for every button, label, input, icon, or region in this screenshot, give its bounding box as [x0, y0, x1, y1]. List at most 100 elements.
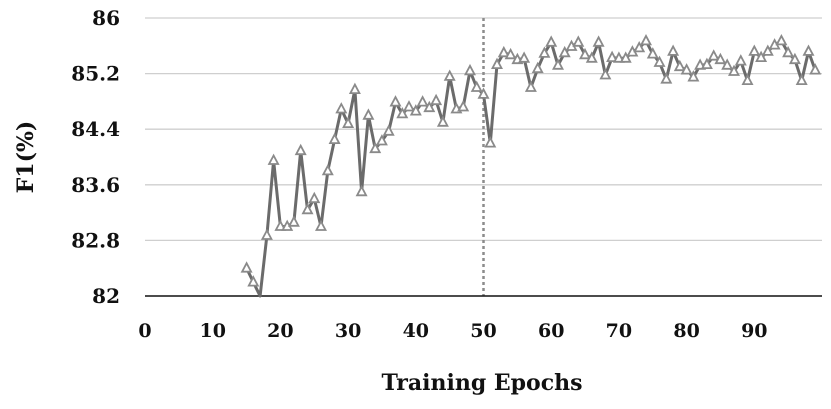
y-axis-label: F1(%)	[13, 121, 39, 194]
data-point	[497, 45, 510, 58]
data-point	[640, 33, 652, 46]
data-point	[274, 219, 287, 231]
data-point	[782, 45, 795, 58]
data-point	[680, 63, 693, 75]
data-point	[741, 73, 754, 85]
data-point	[592, 35, 605, 47]
data-point	[728, 64, 740, 76]
data-point	[321, 163, 334, 176]
data-point	[504, 47, 517, 60]
data-point	[518, 51, 531, 63]
data-point	[552, 58, 564, 70]
x-tick-label: 50	[470, 320, 496, 342]
data-point	[464, 63, 476, 76]
data-point	[653, 55, 666, 67]
data-point	[761, 44, 774, 56]
data-point	[579, 47, 591, 60]
data-point	[470, 80, 483, 92]
data-point	[687, 70, 700, 82]
data-point	[558, 45, 571, 58]
data-point	[524, 80, 537, 92]
data-point	[538, 46, 551, 58]
grid-lines	[145, 17, 822, 242]
data-point	[660, 72, 673, 84]
x-tick-label: 40	[403, 320, 429, 342]
x-tick-label: 80	[673, 320, 699, 342]
data-point	[802, 44, 815, 56]
series-line	[245, 39, 817, 298]
data-point	[308, 191, 321, 204]
data-point	[342, 116, 355, 128]
data-point	[328, 132, 341, 144]
data-point	[396, 106, 409, 119]
x-tick-label: 30	[335, 320, 361, 342]
data-point	[267, 153, 280, 165]
data-point	[240, 261, 253, 273]
data-point	[436, 115, 449, 127]
x-tick-label: 60	[538, 320, 564, 342]
data-point	[707, 49, 720, 61]
data-point	[755, 50, 768, 62]
data-point	[795, 73, 808, 85]
data-point	[430, 93, 443, 106]
data-point	[788, 52, 801, 65]
data-point	[294, 143, 307, 156]
data-point	[348, 82, 361, 94]
data-point	[572, 35, 585, 47]
data-point	[375, 134, 388, 146]
data-point	[423, 100, 436, 113]
data-point	[531, 61, 544, 74]
data-point	[409, 104, 422, 116]
data-point	[673, 59, 686, 72]
data-point	[355, 184, 368, 197]
data-point	[457, 100, 470, 112]
y-tick-label: 86	[92, 6, 120, 30]
data-point	[287, 215, 300, 227]
data-point	[721, 58, 734, 70]
data-point	[443, 69, 456, 81]
data-point	[714, 52, 727, 65]
data-point	[247, 275, 260, 287]
data-point	[612, 51, 625, 63]
data-point	[809, 63, 822, 75]
x-tick-labels: 0 10 20 30 40 50 60 70 80 90	[138, 320, 767, 342]
y-tick-label: 82.8	[71, 228, 120, 252]
data-point	[545, 35, 558, 47]
data-point	[301, 202, 314, 215]
data-point	[775, 33, 788, 46]
data-point	[734, 54, 747, 66]
x-tick-label: 90	[741, 320, 767, 342]
x-axis-label: Training Epochs	[382, 370, 583, 396]
x-tick-label: 70	[606, 320, 632, 342]
data-point	[585, 51, 598, 63]
data-point	[389, 95, 402, 107]
data-point	[315, 219, 327, 231]
data-point	[599, 68, 612, 80]
x-tick-label: 0	[138, 320, 151, 342]
data-point	[748, 44, 761, 56]
data-point	[403, 100, 415, 112]
data-point	[633, 40, 646, 53]
data-point	[362, 108, 375, 120]
data-point	[416, 95, 429, 107]
data-point	[260, 228, 273, 240]
data-point	[667, 44, 680, 56]
x-tick-label: 10	[199, 320, 225, 342]
data-point	[491, 57, 503, 69]
y-tick-label: 85.2	[71, 62, 120, 86]
data-point	[335, 102, 348, 114]
data-point	[700, 57, 713, 69]
y-tick-label: 82	[92, 284, 120, 308]
data-point	[369, 141, 382, 154]
y-tick-label: 83.6	[71, 173, 120, 197]
data-point	[619, 51, 632, 63]
y-tick-labels: 82 82.8 83.6 84.4 85.2 86	[71, 6, 120, 308]
data-point	[606, 50, 619, 62]
x-tick-label: 20	[267, 320, 293, 342]
y-tick-label: 84.4	[71, 117, 120, 141]
data-points	[240, 33, 822, 287]
data-point	[382, 124, 395, 136]
data-point	[484, 136, 497, 148]
data-point	[477, 87, 490, 99]
